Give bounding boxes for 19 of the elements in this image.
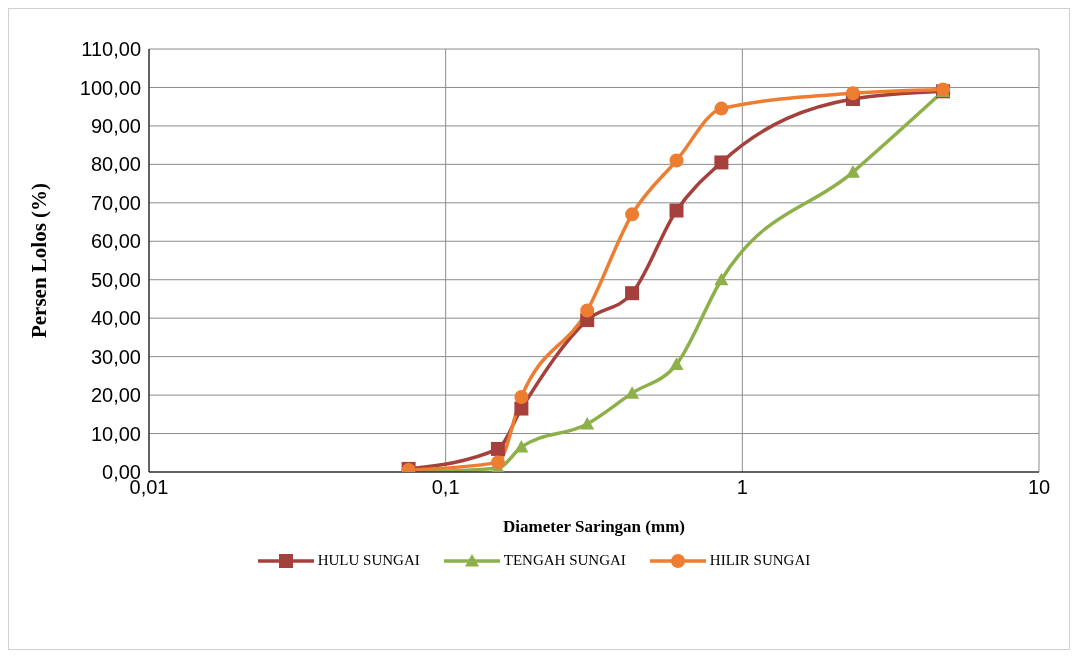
y-tick-label: 60,00 <box>90 230 141 253</box>
y-tick-label: 100,00 <box>79 76 141 99</box>
y-tick-label: 50,00 <box>90 268 141 291</box>
y-tick-label: 20,00 <box>90 384 141 407</box>
y-tick-label: 90,00 <box>90 115 141 138</box>
y-tick-label: 80,00 <box>90 153 141 176</box>
x-tick-label: 0,1 <box>431 476 460 499</box>
y-axis-title: Persen Lolos (%) <box>27 182 52 339</box>
x-tick-label: 1 <box>736 476 748 499</box>
y-tick-label: 40,00 <box>90 307 141 330</box>
legend-label: HILIR SUNGAI <box>709 552 811 569</box>
x-tick-label: 10 <box>1027 476 1051 499</box>
legend-label: HULU SUNGAI <box>317 552 420 569</box>
y-tick-label: 110,00 <box>81 38 141 61</box>
y-tick-label: 70,00 <box>90 191 141 214</box>
y-tick-label: 10,00 <box>90 422 141 445</box>
legend-label: TENGAH SUNGAI <box>503 552 626 569</box>
y-tick-label: 30,00 <box>90 345 141 368</box>
x-axis-title: Diameter Saringan (mm) <box>503 517 685 536</box>
